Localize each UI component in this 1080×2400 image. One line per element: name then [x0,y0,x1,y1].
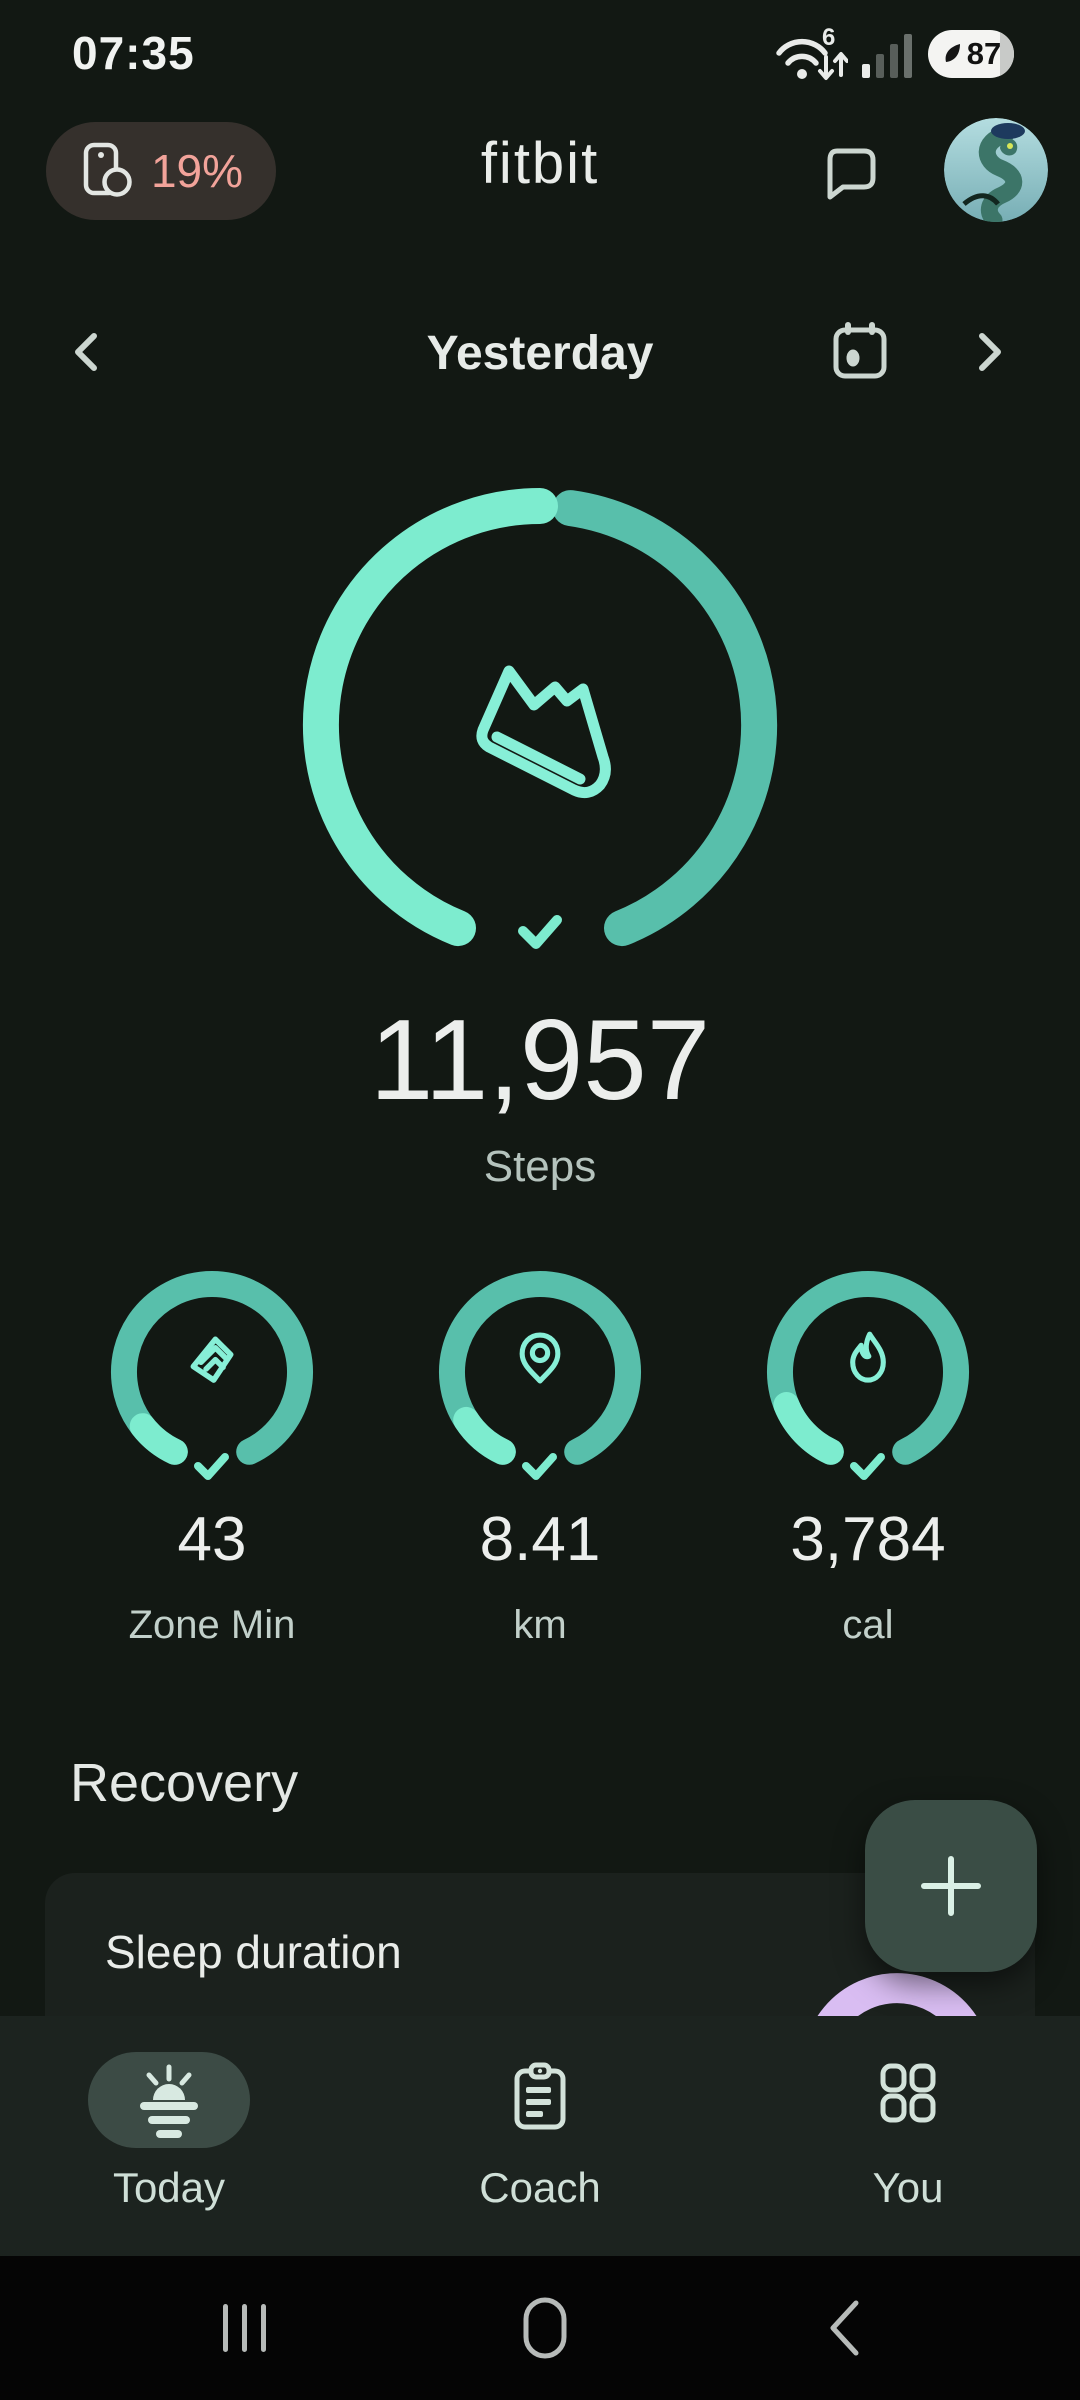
steps-goal-check-icon [518,915,562,949]
distance-goal-check-icon [522,1453,557,1480]
calories-icon [850,1331,886,1383]
tab-you-label: You [872,2164,944,2211]
tab-you[interactable]: You [788,2016,1028,2256]
distance-metric[interactable]: 8.41 km [370,1252,710,1648]
chevron-left-icon [75,333,97,371]
zone-ring-progress [129,1413,188,1465]
sleep-gauge-arc [817,1973,977,2016]
today-sunrise-icon [140,2064,198,2138]
tab-today-label: Today [112,2164,226,2211]
home-icon [523,2297,567,2359]
distance-ring-progress [453,1406,516,1465]
back-button[interactable] [810,2296,880,2360]
calendar-icon [833,322,887,379]
steps-ring[interactable] [280,465,800,985]
device-battery-percent: 19% [150,145,244,197]
power-saving-leaf-icon [945,44,960,62]
home-button[interactable] [510,2296,580,2360]
device-battery-chip[interactable]: 19% [46,122,276,220]
calories-goal-check-icon [850,1453,885,1480]
chevron-right-icon [979,333,1001,371]
distance-ring-track [439,1271,641,1465]
distance-value: 8.41 [479,1505,601,1574]
recovery-section-title: Recovery [70,1753,299,1813]
next-day-button[interactable] [966,328,1010,376]
calories-ring-progress [773,1392,844,1465]
avatar-serpent-image [944,118,1048,222]
zone-minutes-value: 43 [177,1505,247,1574]
zone-goal-check-icon [194,1453,229,1480]
distance-label: km [513,1603,567,1647]
app-title: fitbit [480,131,600,196]
wifi-standard-label: 6 [822,25,835,51]
zone-minutes-label: Zone Min [128,1603,296,1647]
steps-label: Steps [483,1142,597,1191]
tab-today[interactable]: Today [49,2016,289,2256]
messages-button[interactable] [818,140,882,204]
coach-clipboard-icon [514,2062,566,2130]
add-button[interactable] [865,1800,1037,1972]
back-icon [830,2300,859,2356]
calories-value: 3,784 [790,1505,946,1574]
steps-shoe-icon [476,665,611,799]
battery-indicator: 87 [928,30,1014,78]
signal-icon [862,34,912,78]
you-grid-icon [880,2063,936,2123]
tracker-device-icon [83,142,132,197]
zone-minutes-metric[interactable]: 43 Zone Min [42,1252,382,1648]
wifi-icon: 6 [776,25,848,80]
chat-bubble-icon [827,148,876,200]
calories-label: cal [842,1603,894,1647]
status-time: 07:35 [72,27,195,79]
calories-metric[interactable]: 3,784 cal [698,1252,1038,1648]
battery-level-cap [1000,30,1014,78]
recents-icon [223,2304,266,2352]
distance-icon [519,1332,561,1384]
bottom-navigation: Today Coach [0,2016,1080,2256]
previous-day-button[interactable] [66,328,110,376]
recents-button[interactable] [210,2296,280,2360]
calendar-button[interactable] [832,320,888,382]
date-label: Yesterday [426,327,654,380]
tab-coach-label: Coach [479,2164,601,2211]
sleep-card-title: Sleep duration [105,1926,402,1978]
zone-ring-track [111,1271,313,1465]
battery-percent: 87 [966,36,1002,71]
tab-coach[interactable]: Coach [420,2016,660,2256]
steps-ring-track [552,490,778,947]
status-icons: 6 87 [774,25,1014,82]
plus-icon [921,1856,981,1916]
profile-avatar[interactable] [944,118,1048,222]
steps-value: 11,957 [369,997,711,1124]
android-navigation-bar [0,2256,1080,2400]
steps-ring-progress [302,488,558,947]
zone-minutes-icon [190,1336,234,1383]
